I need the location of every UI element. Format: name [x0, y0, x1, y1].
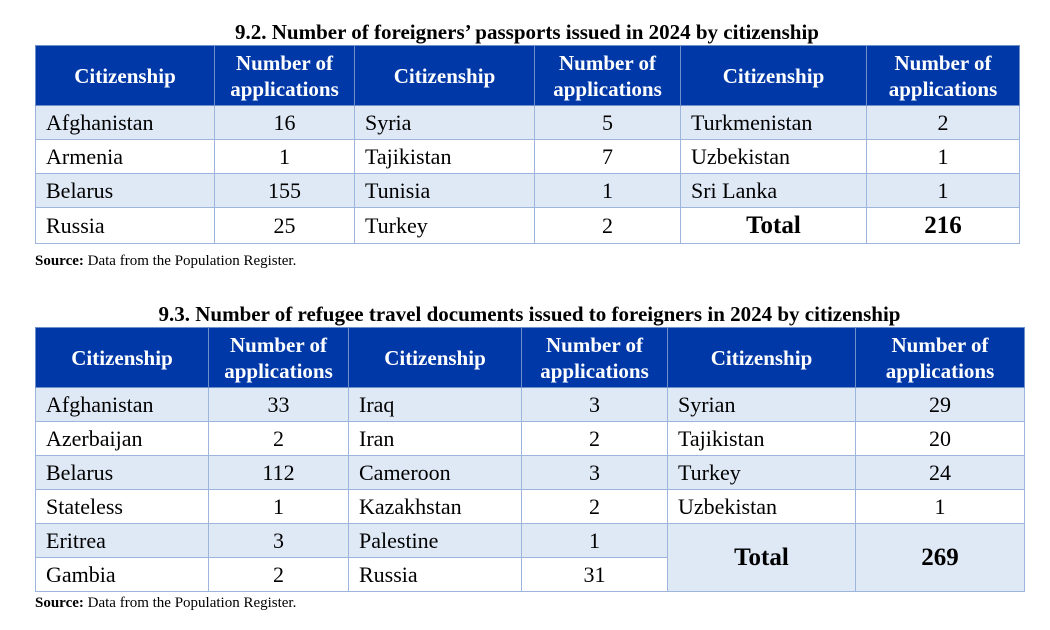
table-row: Gambia 2 Russia 31 [35, 557, 1025, 592]
passports-table-block: 9.2. Number of foreigners’ passports iss… [35, 18, 1020, 273]
count-cell: 1 [866, 139, 1020, 174]
country-cell: Palestine [348, 523, 522, 558]
count-cell: 29 [855, 387, 1025, 422]
count-cell: 1 [521, 523, 668, 558]
column-header: Citizenship [354, 45, 535, 106]
country-cell: Belarus [35, 455, 209, 490]
count-cell: 31 [521, 557, 668, 592]
country-cell: Belarus [35, 173, 215, 208]
count-cell: 2 [521, 489, 668, 524]
country-cell: Turkey [667, 455, 856, 490]
column-header: Number of applications [214, 45, 355, 106]
source-note: Source: Data from the Population Registe… [35, 594, 296, 612]
column-header: Citizenship [35, 327, 209, 388]
country-cell: Tajikistan [667, 421, 856, 456]
count-cell: 33 [208, 387, 349, 422]
column-header: Number of applications [208, 327, 349, 388]
count-cell: 1 [214, 139, 355, 174]
count-cell: 20 [855, 421, 1025, 456]
total-value: 216 [866, 207, 1020, 244]
country-cell: Uzbekistan [667, 489, 856, 524]
country-cell: Iraq [348, 387, 522, 422]
count-cell: 7 [534, 139, 681, 174]
table-row: Russia 25 Turkey 2 Total 216 [35, 207, 1020, 244]
country-cell: Afghanistan [35, 105, 215, 140]
country-cell: Syria [354, 105, 535, 140]
count-cell: 1 [866, 173, 1020, 208]
count-cell: 5 [534, 105, 681, 140]
country-cell: Kazakhstan [348, 489, 522, 524]
count-cell: 25 [214, 207, 355, 244]
count-cell: 2 [521, 421, 668, 456]
source-text: Data from the Population Register. [83, 595, 297, 611]
source-note: Source: Data from the Population Registe… [35, 252, 296, 270]
total-label: Total [680, 207, 867, 244]
country-cell: Armenia [35, 139, 215, 174]
country-cell: Stateless [35, 489, 209, 524]
table-title: 9.2. Number of foreigners’ passports iss… [235, 20, 819, 44]
count-cell: 2 [534, 207, 681, 244]
count-cell: 3 [521, 455, 668, 490]
column-header: Number of applications [521, 327, 668, 388]
source-label: Source: [35, 253, 84, 269]
column-header: Citizenship [680, 45, 867, 106]
country-cell: Cameroon [348, 455, 522, 490]
table-row: Armenia 1 Tajikistan 7 Uzbekistan 1 [35, 139, 1020, 174]
country-cell: Afghanistan [35, 387, 209, 422]
source-label: Source: [35, 595, 84, 611]
count-cell: 112 [208, 455, 349, 490]
count-cell: 24 [855, 455, 1025, 490]
table-row: Azerbaijan 2 Iran 2 Tajikistan 20 [35, 421, 1025, 456]
count-cell: 1 [534, 173, 681, 208]
column-header: Citizenship [348, 327, 522, 388]
table-row: Belarus 155 Tunisia 1 Sri Lanka 1 [35, 173, 1020, 208]
table-row: Afghanistan 16 Syria 5 Turkmenistan 2 [35, 105, 1020, 140]
source-text: Data from the Population Register. [83, 253, 297, 269]
column-header: Number of applications [866, 45, 1020, 106]
count-cell: 2 [866, 105, 1020, 140]
country-cell: Sri Lanka [680, 173, 867, 208]
country-cell: Tunisia [354, 173, 535, 208]
refugee-docs-table-block: 9.3. Number of refugee travel documents … [35, 300, 1025, 620]
column-header: Citizenship [35, 45, 215, 106]
country-cell: Turkmenistan [680, 105, 867, 140]
country-cell: Russia [348, 557, 522, 592]
count-cell: 16 [214, 105, 355, 140]
country-cell: Gambia [35, 557, 209, 592]
count-cell: 1 [208, 489, 349, 524]
country-cell: Turkey [354, 207, 535, 244]
column-header: Number of applications [855, 327, 1025, 388]
table-row: Stateless 1 Kazakhstan 2 Uzbekistan 1 [35, 489, 1025, 524]
column-header: Citizenship [667, 327, 856, 388]
country-cell: Tajikistan [354, 139, 535, 174]
total-value: 269 [855, 523, 1025, 592]
country-cell: Russia [35, 207, 215, 244]
count-cell: 3 [521, 387, 668, 422]
count-cell: 155 [214, 173, 355, 208]
header-row: Citizenship Number of applications Citiz… [35, 327, 1025, 388]
header-row: Citizenship Number of applications Citiz… [35, 45, 1020, 106]
table-row: Belarus 112 Cameroon 3 Turkey 24 [35, 455, 1025, 490]
count-cell: 2 [208, 557, 349, 592]
country-cell: Iran [348, 421, 522, 456]
table-row: Afghanistan 33 Iraq 3 Syrian 29 [35, 387, 1025, 422]
refugee-docs-table: Citizenship Number of applications Citiz… [35, 327, 1025, 592]
country-cell: Eritrea [35, 523, 209, 558]
count-cell: 3 [208, 523, 349, 558]
table-row: Eritrea 3 Palestine 1 Total 269 [35, 523, 1025, 592]
column-header: Number of applications [534, 45, 681, 106]
passports-table: Citizenship Number of applications Citiz… [35, 45, 1020, 244]
country-cell: Azerbaijan [35, 421, 209, 456]
total-label: Total [667, 523, 856, 592]
table-title: 9.3. Number of refugee travel documents … [158, 302, 901, 326]
country-cell: Syrian [667, 387, 856, 422]
count-cell: 2 [208, 421, 349, 456]
count-cell: 1 [855, 489, 1025, 524]
country-cell: Uzbekistan [680, 139, 867, 174]
